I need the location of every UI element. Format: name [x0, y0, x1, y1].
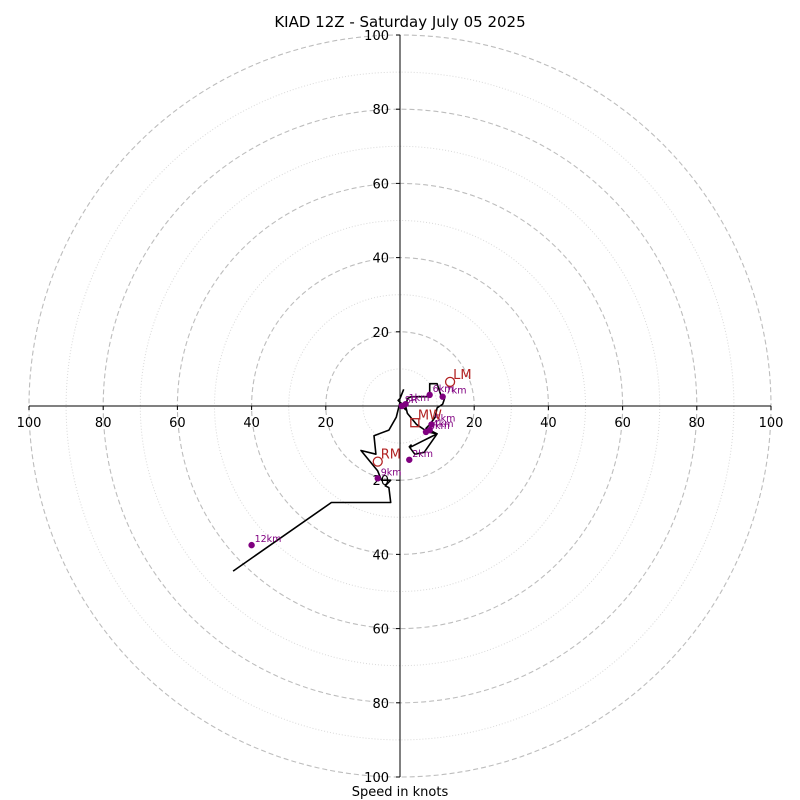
x-tick-label: 60	[614, 416, 631, 431]
height-marker-label: 2km	[412, 449, 433, 460]
x-tick-label: 80	[689, 416, 706, 431]
storm-motion-label: LM	[453, 368, 471, 383]
y-tick-label: 80	[372, 103, 389, 118]
x-axis-label: Speed in knots	[352, 785, 449, 800]
height-marker-5km	[428, 421, 435, 428]
height-marker-label: SR	[405, 395, 418, 406]
height-marker-6km	[426, 391, 433, 399]
y-tick-label: 60	[372, 177, 389, 192]
y-tick-label: 80	[372, 697, 389, 712]
height-marker-12km	[248, 541, 255, 549]
y-tick-label: 60	[372, 623, 389, 638]
height-marker-label: 12km	[255, 534, 282, 545]
height-marker-9km	[374, 475, 381, 482]
x-tick-label: 80	[95, 416, 112, 431]
height-marker-label: 6km	[433, 384, 454, 395]
height-marker-label: 4km	[433, 419, 454, 430]
height-marker-3km	[422, 428, 430, 436]
height-marker-label: 5km	[435, 414, 456, 425]
x-tick-label: 20	[466, 416, 483, 431]
y-tick-label: 100	[364, 29, 389, 44]
hodograph-trace	[232, 382, 446, 572]
y-tick-label: 20	[372, 326, 389, 341]
height-marker-label: 9km	[381, 467, 402, 478]
x-tick-label: 40	[243, 416, 260, 431]
tick-labels: 100 80 60 40 20 20 40 60 80 100100806040202040608…	[17, 29, 784, 786]
x-tick-label: 40	[540, 416, 557, 431]
storm-motion-label: MW	[418, 409, 442, 424]
height-marker-2km	[406, 456, 413, 463]
height-marker-SR	[398, 402, 406, 410]
x-tick-label: 100	[759, 416, 784, 431]
storm-motion-RM	[372, 456, 383, 467]
height-marker-label: 3km	[429, 421, 450, 432]
storm-motion-LM	[444, 376, 456, 388]
hodograph-line	[232, 382, 446, 572]
x-tick-label: 100	[17, 416, 42, 431]
x-tick-label: 20	[318, 416, 335, 431]
storm-motion-markers: LM MW RM	[372, 368, 472, 467]
height-marker-7km	[439, 393, 446, 400]
y-tick-label: 100	[364, 771, 389, 786]
height-marker-label: 7km	[446, 386, 467, 397]
x-tick-label: 60	[169, 416, 186, 431]
storm-motion-label: RM	[381, 448, 401, 463]
y-tick-label: 40	[372, 252, 389, 267]
chart-title: KIAD 12Z - Saturday July 05 2025	[274, 13, 525, 31]
height-marker-label: 1km	[409, 393, 430, 404]
storm-motion-MW	[410, 418, 420, 428]
y-tick-label: 40	[372, 548, 389, 563]
